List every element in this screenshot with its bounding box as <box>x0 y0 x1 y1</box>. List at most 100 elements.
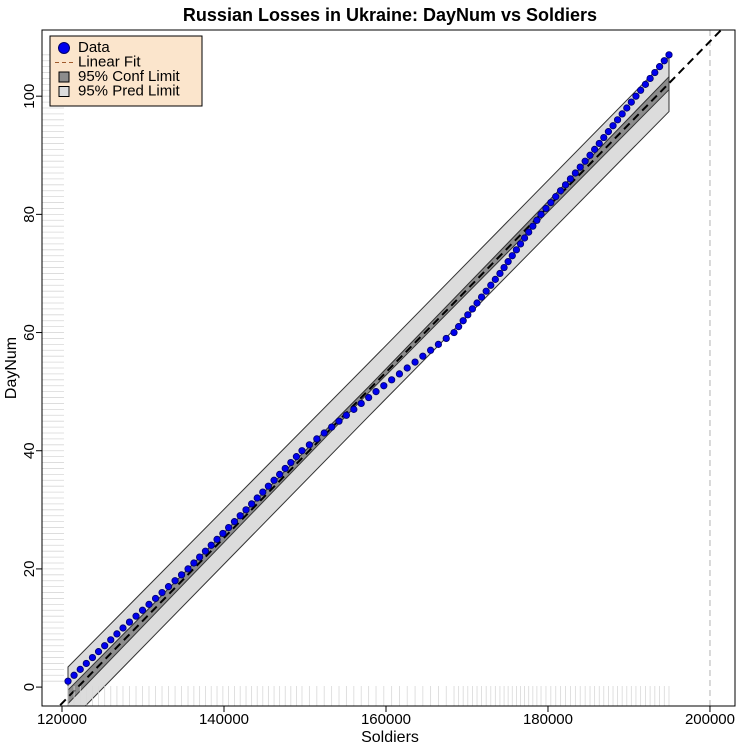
data-point <box>101 642 109 650</box>
y-tick-label: 0 <box>21 683 38 691</box>
data-point <box>477 293 486 301</box>
data-point <box>113 630 121 638</box>
data-point <box>64 677 72 685</box>
data-point <box>508 252 516 260</box>
data-point <box>380 382 388 390</box>
data-point <box>372 388 380 396</box>
x-tick-label: 160000 <box>361 711 411 728</box>
data-point <box>145 600 153 608</box>
data-point <box>542 204 550 213</box>
data-point <box>196 553 204 561</box>
data-point <box>500 263 508 272</box>
legend-label: 95% Conf Limit <box>78 68 181 85</box>
data-point <box>618 110 626 118</box>
data-point <box>388 376 396 384</box>
legend-marker <box>58 86 70 97</box>
data-point <box>537 210 545 218</box>
y-tick-label: 40 <box>21 442 38 459</box>
legend-marker <box>58 42 70 54</box>
data-point <box>190 559 198 567</box>
data-point <box>328 423 336 431</box>
x-axis-label: Soldiers <box>361 729 419 746</box>
data-point <box>230 518 239 526</box>
data-point <box>512 246 520 254</box>
data-point <box>184 565 192 573</box>
data-point <box>566 175 575 183</box>
data-point <box>591 145 599 153</box>
data-point <box>547 198 555 207</box>
data-point <box>600 133 608 142</box>
data-point <box>482 287 490 295</box>
data-point <box>287 458 295 467</box>
data-point <box>468 305 477 313</box>
data-point <box>520 234 529 242</box>
data-point <box>213 535 221 543</box>
data-point <box>350 405 358 413</box>
data-point <box>305 441 313 449</box>
data-point <box>427 346 435 354</box>
data-point <box>529 222 537 230</box>
data-point <box>138 606 147 614</box>
data-point <box>82 659 90 668</box>
chart-title: Russian Losses in Ukraine: DayNum vs Sol… <box>183 5 597 25</box>
data-point <box>248 500 256 508</box>
x-tick-label: 120000 <box>37 711 87 728</box>
fit-line <box>57 30 723 706</box>
data-point <box>201 547 210 555</box>
band <box>67 75 670 705</box>
data-point <box>623 104 631 112</box>
data-point <box>419 352 427 360</box>
data-point <box>473 299 481 307</box>
y-tick-label: 60 <box>21 324 38 341</box>
data-point <box>595 139 603 148</box>
data-point <box>576 163 584 171</box>
legend-label: 95% Pred Limit <box>78 82 181 99</box>
x-tick-label: 180000 <box>523 711 573 728</box>
data-point <box>442 334 450 343</box>
data-point <box>504 258 512 266</box>
data-point <box>637 86 645 94</box>
data-point <box>561 181 570 189</box>
data-point <box>491 275 499 283</box>
y-tick-label: 100 <box>21 84 38 109</box>
data-point <box>665 51 673 59</box>
data-point <box>171 577 179 585</box>
data-point <box>313 435 321 443</box>
data-point <box>552 193 560 201</box>
data-point <box>586 151 594 159</box>
data-point <box>627 98 635 106</box>
data-point <box>632 92 640 100</box>
data-point <box>132 612 140 620</box>
y-axis-label: DayNum <box>3 337 20 399</box>
data-point <box>641 80 650 88</box>
data-point <box>292 453 301 461</box>
data-point <box>533 216 541 224</box>
data-point <box>76 665 84 673</box>
x-tick-label: 140000 <box>199 711 249 728</box>
data-point <box>207 541 215 549</box>
data-point <box>242 506 250 514</box>
data-point <box>335 417 343 425</box>
data-point <box>450 328 458 337</box>
data-point <box>646 74 654 83</box>
data-point <box>88 653 97 662</box>
data-point <box>236 512 244 520</box>
data-point <box>464 311 472 319</box>
plot-frame <box>41 29 736 707</box>
x-tick-label: 200000 <box>685 711 735 728</box>
data-point <box>219 529 227 538</box>
data-point <box>403 364 411 372</box>
data-point <box>264 482 272 490</box>
data-point <box>434 340 442 348</box>
data-point <box>487 281 495 289</box>
data-point <box>604 128 613 136</box>
data-point <box>571 169 579 177</box>
legend-marker <box>58 71 70 83</box>
data-point <box>151 594 160 603</box>
data-point <box>177 571 186 579</box>
legend-label: Data <box>78 39 110 56</box>
plot-area <box>42 30 723 706</box>
data-point <box>342 411 350 419</box>
